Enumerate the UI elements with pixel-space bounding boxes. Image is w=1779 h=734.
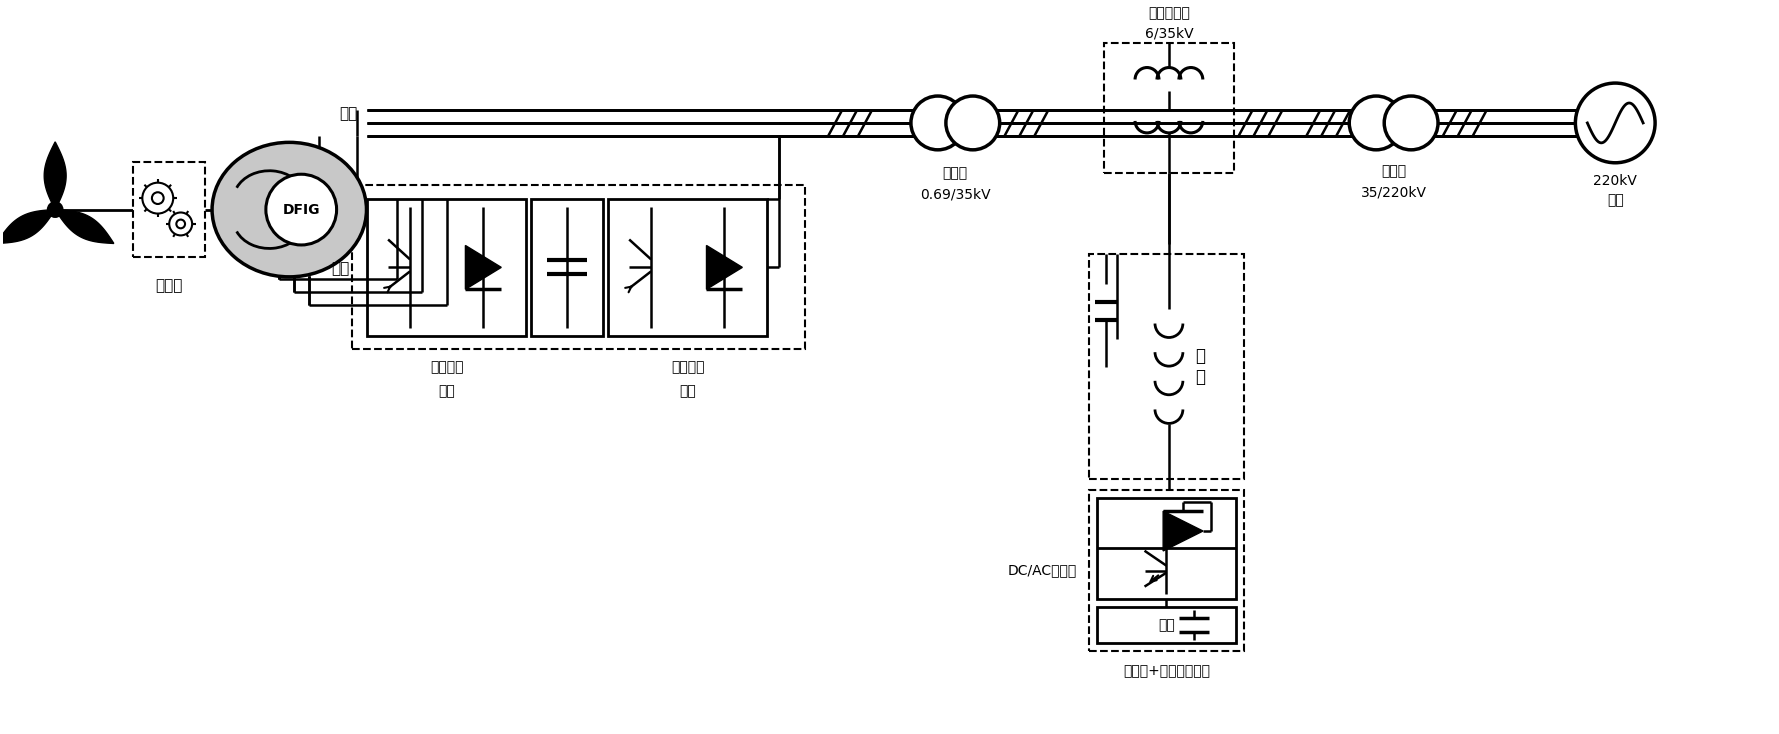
Bar (532, 199, 603, 336)
Text: 储能: 储能 (1158, 618, 1174, 632)
Text: 35/220kV: 35/220kV (1361, 186, 1427, 200)
Text: 电网: 电网 (1606, 194, 1624, 208)
Polygon shape (55, 210, 114, 244)
Text: 变压器: 变压器 (1381, 164, 1405, 178)
Text: 6/35kV: 6/35kV (1144, 26, 1194, 40)
Bar (133, 161, 205, 258)
Polygon shape (1163, 511, 1203, 551)
Text: 电网侧变: 电网侧变 (671, 360, 704, 374)
Bar (1098, 498, 1236, 599)
Circle shape (265, 174, 336, 245)
Circle shape (169, 212, 192, 236)
Polygon shape (706, 245, 742, 289)
Circle shape (946, 96, 1000, 150)
Bar (352, 185, 806, 349)
Circle shape (1576, 83, 1654, 163)
Bar (366, 199, 527, 336)
Text: 变压器: 变压器 (943, 166, 968, 180)
Bar (1089, 490, 1244, 651)
Text: 0.69/35kV: 0.69/35kV (920, 188, 991, 202)
Circle shape (911, 96, 964, 150)
Polygon shape (0, 210, 55, 244)
Circle shape (48, 203, 62, 217)
Text: DC/AC变流器: DC/AC变流器 (1009, 563, 1078, 577)
Text: 定子: 定子 (340, 106, 358, 121)
Circle shape (142, 183, 173, 214)
Bar (1105, 43, 1233, 172)
Circle shape (151, 192, 164, 204)
Text: 转子侧变: 转子侧变 (431, 360, 464, 374)
Ellipse shape (212, 142, 366, 277)
Text: 流器: 流器 (680, 384, 696, 398)
Text: 220kV: 220kV (1594, 174, 1637, 188)
Text: 蓄电池+超导混合储能: 蓄电池+超导混合储能 (1123, 664, 1210, 677)
Bar (1089, 255, 1244, 479)
Circle shape (1384, 96, 1437, 150)
Text: 串联变压器: 串联变压器 (1147, 7, 1190, 21)
Text: DFIG: DFIG (283, 203, 320, 217)
Text: 滤
波: 滤 波 (1195, 347, 1206, 386)
Circle shape (1348, 96, 1404, 150)
Text: 转子: 转子 (331, 261, 349, 276)
Bar (608, 199, 767, 336)
Bar (1098, 607, 1236, 643)
Polygon shape (466, 245, 502, 289)
Text: 齿轮箱: 齿轮箱 (155, 277, 183, 293)
Polygon shape (44, 142, 66, 210)
Circle shape (176, 219, 185, 228)
Text: 流器: 流器 (438, 384, 455, 398)
